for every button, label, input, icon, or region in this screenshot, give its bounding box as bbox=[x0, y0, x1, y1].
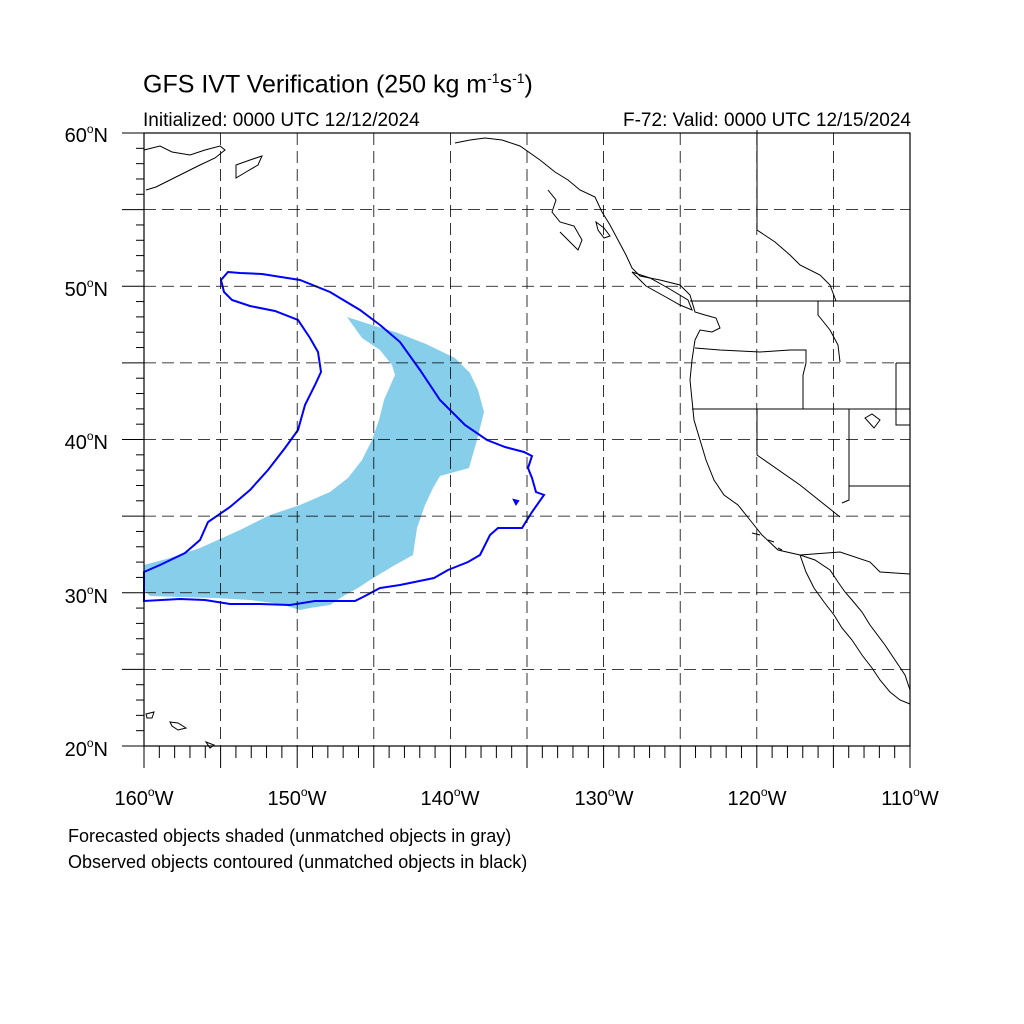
baja-california bbox=[799, 554, 911, 705]
coastlines-and-borders bbox=[143, 130, 911, 749]
lat-label-40n: 40oN bbox=[64, 429, 108, 454]
axis-tick-marks bbox=[122, 132, 911, 768]
forecast-ivt-object-shading bbox=[144, 317, 484, 610]
lat-label-60n: 60oN bbox=[64, 122, 108, 147]
british-columbia-coast bbox=[601, 211, 721, 341]
title-mid: s bbox=[499, 70, 513, 99]
title-sup-1: -1 bbox=[487, 70, 500, 86]
initialized-time: Initialized: 0000 UTC 12/12/2024 bbox=[143, 110, 420, 131]
oregon-idaho-border bbox=[802, 362, 807, 409]
oregon-washington-border bbox=[694, 347, 807, 363]
legend-forecast-note: Forecasted objects shaded (unmatched obj… bbox=[68, 826, 512, 846]
montana-idaho-border bbox=[817, 301, 841, 363]
nevada-utah-border bbox=[841, 409, 850, 504]
lon-label-120w: 120oW bbox=[727, 785, 787, 810]
hawaii-islands bbox=[145, 711, 216, 749]
map-frame bbox=[143, 132, 911, 747]
alaska-coastline bbox=[143, 145, 226, 191]
alaska-peninsula-coastline bbox=[235, 155, 263, 179]
alaska-gulf-coastline bbox=[454, 137, 603, 213]
lon-label-130w: 130oW bbox=[574, 785, 634, 810]
lat-label-20n: 20oN bbox=[64, 736, 108, 761]
vancouver-island bbox=[631, 271, 693, 311]
title-prefix: GFS IVT Verification (250 kg m bbox=[143, 70, 488, 99]
california-nevada-border bbox=[756, 409, 841, 518]
valid-time: F-72: Valid: 0000 UTC 12/15/2024 bbox=[623, 110, 911, 131]
us-west-coast bbox=[689, 339, 911, 691]
legend-observed-note: Observed objects contoured (unmatched ob… bbox=[68, 852, 528, 872]
great-salt-lake bbox=[864, 413, 881, 429]
lat-lon-gridlines bbox=[144, 133, 910, 746]
title-sup-2: -1 bbox=[512, 70, 525, 86]
plot-title: GFS IVT Verification (250 kg m-1s-1) bbox=[143, 70, 533, 99]
british-columbia-interior-border bbox=[756, 130, 837, 302]
lon-label-150w: 150oW bbox=[267, 785, 327, 810]
us-mexico-border bbox=[799, 551, 911, 575]
lon-label-110w: 110oW bbox=[881, 785, 939, 810]
observed-ivt-object-contour bbox=[143, 270, 546, 607]
lat-label-50n: 50oN bbox=[64, 276, 108, 301]
title-suffix: ) bbox=[524, 70, 533, 99]
wyoming-border bbox=[895, 362, 910, 426]
forecast-ivt-object bbox=[144, 317, 484, 610]
lat-label-30n: 30oN bbox=[64, 583, 108, 608]
channel-islands bbox=[751, 532, 783, 551]
lon-label-160w: 160oW bbox=[114, 785, 174, 810]
observed-ivt-object bbox=[143, 270, 546, 607]
observed-ivt-small-object bbox=[512, 498, 520, 506]
lon-label-140w: 140oW bbox=[420, 785, 480, 810]
haida-gwaii bbox=[595, 220, 611, 239]
alaska-panhandle-islands bbox=[547, 189, 583, 251]
